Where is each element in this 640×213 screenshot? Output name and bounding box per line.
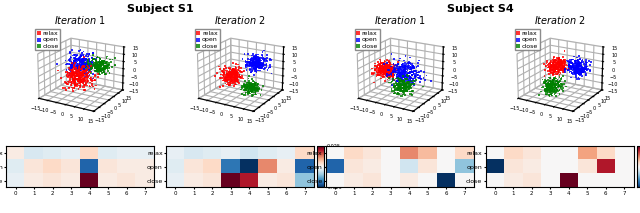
Legend: relax, open, close: relax, open, close	[195, 29, 220, 50]
Title: $\it{Iteration\ 2}$: $\it{Iteration\ 2}$	[534, 14, 586, 26]
Title: $\it{Iteration\ 1}$: $\it{Iteration\ 1}$	[54, 14, 106, 26]
Legend: relax, open, close: relax, open, close	[515, 29, 540, 50]
Legend: relax, open, close: relax, open, close	[35, 29, 60, 50]
Legend: relax, open, close: relax, open, close	[355, 29, 380, 50]
Title: $\it{Iteration\ 2}$: $\it{Iteration\ 2}$	[214, 14, 266, 26]
Title: $\it{Iteration\ 1}$: $\it{Iteration\ 1}$	[374, 14, 426, 26]
Text: Subject S4: Subject S4	[447, 4, 513, 14]
Text: Subject S1: Subject S1	[127, 4, 193, 14]
